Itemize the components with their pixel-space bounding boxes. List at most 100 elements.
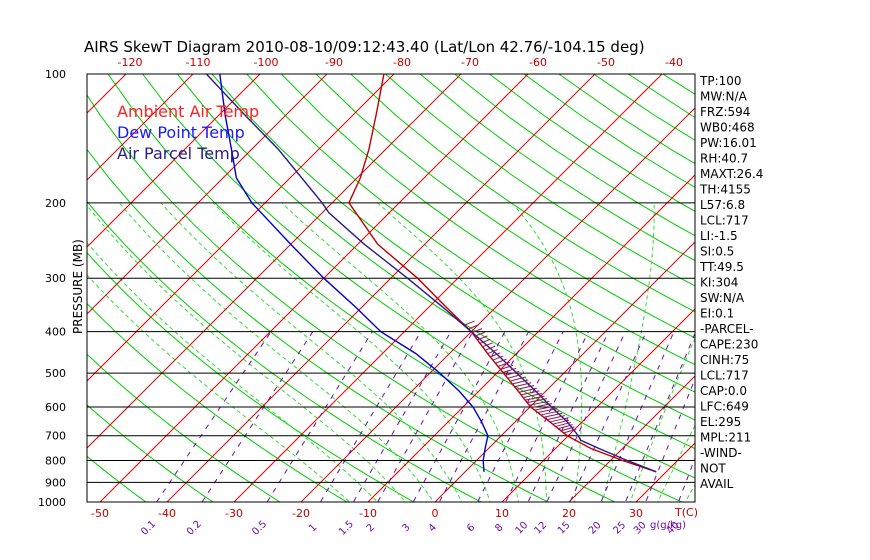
index-label: KI:304 [700,276,738,290]
dry-adiabat [489,74,695,212]
y-axis-label: PRESSURE (MB) [71,239,85,334]
moist-adiabat [511,202,583,502]
mixing-ratio-tick-label: 25 [612,520,629,537]
top-temp-tick-label: -50 [597,56,615,69]
pressure-tick-label: 800 [45,455,66,468]
mixing-ratio-line [476,331,564,502]
cape-hatch [502,367,517,373]
mixing-ratio-tick-label: 10 [514,520,531,537]
isotherm [87,74,261,248]
ambient-temp-line [348,74,657,473]
cape-hatch [555,421,572,427]
isotherm [87,74,127,114]
cape-hatch [525,395,545,401]
index-label: LFC:649 [700,400,749,414]
cape-hatch [500,364,514,370]
dry-adiabat [87,251,415,502]
index-label: WB0:468 [700,121,755,135]
cape-hatch [546,415,565,421]
mixing-ratio-line [201,331,314,502]
mixing-ratio-tick-label: 3 [400,522,412,534]
chart-title: AIRS SkewT Diagram 2010-08-10/09:12:43.4… [84,38,645,56]
cape-hatch [507,373,523,379]
top-temp-tick-label: -120 [118,56,143,69]
bottom-temp-tick-label: 20 [562,507,576,520]
cape-hatch [495,358,507,364]
moist-adiabat [212,202,491,502]
moist-adiabat [657,424,695,502]
bottom-temp-tick-label: 0 [432,507,439,520]
mixing-ratio-tick-label: 30 [632,520,649,537]
top-temp-tick-label: -40 [665,56,683,69]
index-label: LCL:717 [700,214,749,228]
index-label: -PARCEL- [700,322,754,336]
mixing-ratio-line [412,331,506,502]
index-label: CINH:75 [700,353,749,367]
cape-hatch [518,387,537,393]
bottom-temp-tick-label: -20 [292,507,310,520]
cape-hatch [477,335,488,341]
mixing-ratio-axis-label: g(g/kg) [650,520,686,531]
dry-adiabat [281,74,695,366]
dry-adiabat [802,74,870,511]
isotherm [87,74,395,382]
index-label: MW:N/A [700,90,748,104]
mixing-ratio-line [352,331,452,502]
legend: Ambient Air Temp Dew Point Temp Air Parcel… [117,102,259,163]
bottom-temp-tick-label: -30 [225,507,243,520]
index-label: TT:49.5 [699,260,744,274]
cape-hatch [468,324,479,330]
mixing-ratio-line [624,332,695,502]
cape-hatch [482,342,493,348]
plot-frame [86,73,696,503]
mixing-ratio-tick-label: 0.5 [250,519,269,538]
dry-adiabat [767,74,870,511]
index-label: -WIND- [700,446,742,460]
mixing-ratio-line [319,331,422,502]
mixing-ratio-tick-label: 0.1 [139,519,158,538]
cape-hatch [549,417,568,423]
isotherm [87,74,462,449]
cape-hatch [534,405,555,411]
cape-hatch [505,370,520,376]
index-label: EI:0.1 [700,307,734,321]
pressure-tick-label: 300 [45,272,66,285]
moist-adiabat [87,241,379,502]
mixing-ratio-tick-label: 15 [556,520,573,537]
index-label: MPL:211 [700,431,751,445]
index-label: FRZ:594 [700,105,750,119]
dry-adiabat [87,455,147,502]
dry-adiabat [385,74,695,287]
isotherm [501,308,695,502]
top-temp-tick-label: -90 [325,56,343,69]
isotherm [761,74,870,511]
index-label: SI:0.5 [700,245,734,259]
top-temp-tick-label: -60 [529,56,547,69]
dry-adiabat [87,302,348,502]
dry-adiabat [107,74,684,502]
index-label: SW:N/A [700,291,745,305]
cape-hatch [471,328,483,334]
legend-entry: Ambient Air Temp [117,102,259,121]
cape-hatch [516,385,535,391]
isotherm [99,74,529,502]
dry-adiabat [0,74,23,511]
index-label: L57:6.8 [700,198,745,212]
isobars [86,73,696,503]
index-label: AVAIL [700,477,734,491]
isotherm [87,74,328,315]
cape-hatch [514,382,532,388]
dry-adiabat [87,200,482,502]
mixing-ratio-line [505,331,589,502]
dry-adiabat [523,74,695,188]
dry-adiabat [836,74,870,511]
mixing-ratio-tick-label: 0.2 [185,519,204,538]
dewpoint-line [219,74,489,472]
cape-hatch [497,361,510,367]
moist-adiabat [377,202,547,502]
bottom-temp-tick-label: -10 [359,507,377,520]
cape-hatch [529,400,550,406]
moist-adiabat [601,202,655,502]
legend-entry: Dew Point Temp [117,123,245,142]
